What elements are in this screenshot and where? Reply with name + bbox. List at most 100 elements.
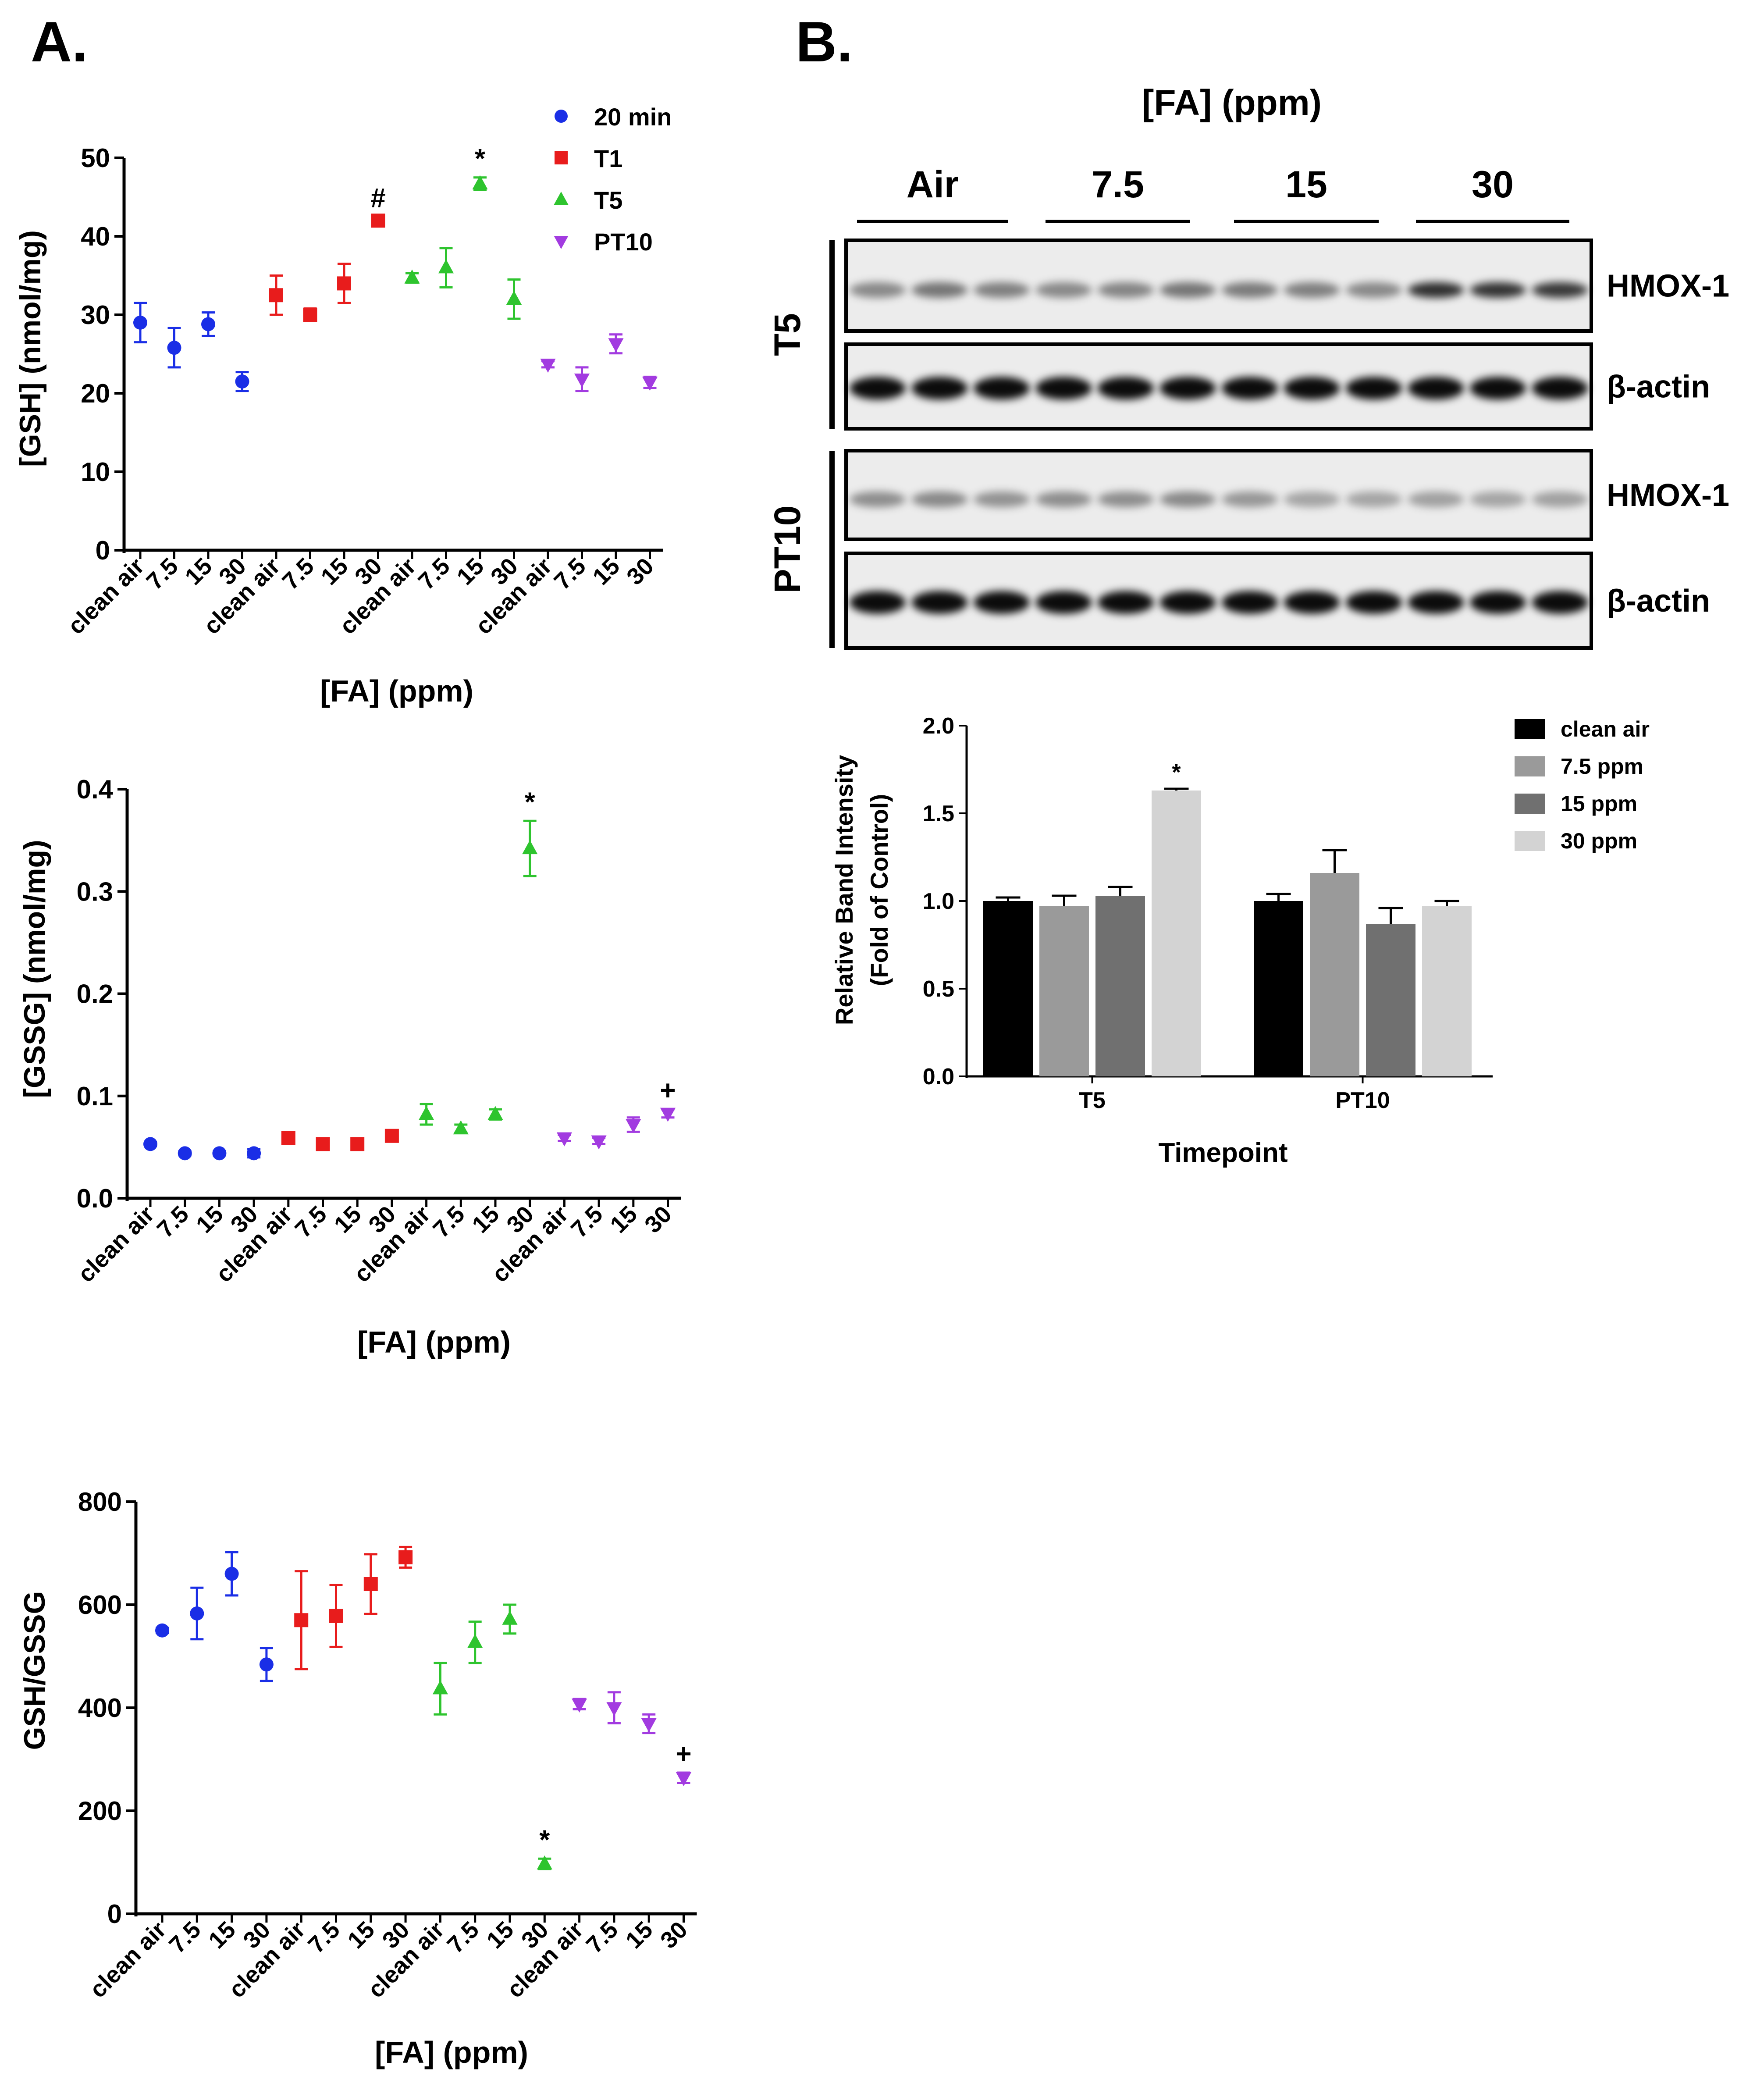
data-point xyxy=(247,1146,261,1161)
blot-band xyxy=(850,491,906,507)
data-point xyxy=(143,1137,157,1151)
bar-legend-swatch xyxy=(1515,719,1545,739)
x-tick-label: 15 xyxy=(467,1201,505,1238)
blot-strip xyxy=(844,449,1593,541)
significance-mark: * xyxy=(525,787,536,817)
bar-legend-label: 30 ppm xyxy=(1561,829,1637,853)
data-point xyxy=(502,1610,518,1625)
lane-group-label: 15 xyxy=(1285,164,1327,206)
blot-band xyxy=(1532,491,1588,507)
bar-y-axis-label-line2: (Fold of Control) xyxy=(865,794,893,986)
y-tick-label: 40 xyxy=(81,222,110,251)
x-tick-label: clean air xyxy=(85,1916,171,2003)
x-tick-label: 30 xyxy=(640,1201,677,1238)
gsh-legend: 20 min T1 T5 PT10 xyxy=(554,103,672,256)
data-point xyxy=(167,341,181,355)
data-point xyxy=(591,1135,607,1150)
data-point xyxy=(487,1106,503,1120)
data-point xyxy=(574,373,590,388)
blot-band xyxy=(1035,491,1092,507)
blot-band xyxy=(1098,282,1154,298)
blot-band xyxy=(850,282,906,298)
data-point xyxy=(316,1137,330,1151)
data-point xyxy=(212,1146,227,1161)
data-point xyxy=(294,1613,309,1627)
y-tick-label: 0.2 xyxy=(77,979,113,1009)
gsh-x-axis-label: [FA] (ppm) xyxy=(320,674,473,708)
bar-y-axis-label-line1: Relative Band Intensity xyxy=(830,755,858,1025)
blot-band xyxy=(1470,591,1526,614)
legend-label: T5 xyxy=(594,186,622,214)
ratio-y-axis-label: GSH/GSSG xyxy=(18,1591,51,1750)
blot-band xyxy=(850,591,906,614)
y-tick-label: 0.1 xyxy=(77,1082,113,1111)
timepoint-label: PT10 xyxy=(767,506,808,594)
x-tick-label: 7.5 xyxy=(566,1201,608,1243)
bar-y-tick-label: 1.0 xyxy=(923,889,954,914)
legend-marker xyxy=(555,151,568,164)
blot-band xyxy=(1470,491,1526,507)
blot-row-label: HMOX-1 xyxy=(1607,269,1729,304)
blot-band xyxy=(1222,591,1278,614)
blot-band xyxy=(1408,377,1464,400)
significance-mark: # xyxy=(370,183,385,213)
data-point xyxy=(522,840,538,855)
blot-band xyxy=(1284,282,1340,298)
data-point xyxy=(556,1132,572,1147)
bar xyxy=(1095,896,1145,1076)
legend-marker xyxy=(554,192,569,205)
data-point xyxy=(384,1129,399,1143)
blot-band xyxy=(1532,282,1588,298)
blot-band xyxy=(1470,377,1526,400)
x-tick-label: 7.5 xyxy=(549,553,591,595)
blot-band xyxy=(1532,591,1588,614)
x-tick-label: 7.5 xyxy=(141,553,183,595)
data-point xyxy=(506,291,522,305)
y-tick-label: 50 xyxy=(81,143,110,173)
lane-group-label: 7.5 xyxy=(1092,164,1144,206)
blot-band xyxy=(1159,282,1216,298)
bar xyxy=(1254,901,1303,1076)
blot-row-label: β-actin xyxy=(1607,584,1710,619)
blot-band xyxy=(1346,591,1402,614)
blot-band xyxy=(911,591,968,614)
blot-band xyxy=(1346,377,1402,400)
blot-band xyxy=(1408,591,1464,614)
data-point xyxy=(363,1577,378,1591)
legend-marker xyxy=(554,236,569,249)
x-tick-label: 15 xyxy=(588,553,625,590)
x-tick-label: 15 xyxy=(452,553,489,590)
x-tick-label: 15 xyxy=(621,1916,658,1954)
bar-category-label: PT10 xyxy=(1335,1088,1390,1113)
blot-band xyxy=(974,591,1030,614)
data-point xyxy=(608,338,624,353)
blot-band xyxy=(1284,491,1340,507)
blot-row-label: HMOX-1 xyxy=(1607,478,1729,513)
data-point xyxy=(281,1131,295,1145)
y-tick-label: 0 xyxy=(96,536,110,565)
blot-band xyxy=(1098,591,1154,614)
data-point xyxy=(190,1606,204,1620)
timepoint-label: T5 xyxy=(767,313,808,356)
blot-title: [FA] (ppm) xyxy=(1142,83,1322,123)
bar-legend-swatch xyxy=(1515,794,1545,814)
bar-legend-label: clean air xyxy=(1561,717,1650,741)
data-point xyxy=(269,288,283,303)
y-tick-label: 0 xyxy=(107,1899,122,1929)
data-point xyxy=(467,1634,483,1648)
significance-mark: + xyxy=(660,1075,676,1106)
y-tick-label: 0.0 xyxy=(77,1184,113,1213)
data-point xyxy=(404,269,420,284)
blot-strip xyxy=(844,342,1593,431)
y-tick-label: 0.4 xyxy=(77,775,114,804)
data-point xyxy=(676,1772,692,1786)
bar-x-axis-label: Timepoint xyxy=(1158,1138,1287,1168)
blot-band xyxy=(850,377,906,400)
y-tick-label: 30 xyxy=(81,300,110,330)
blot-band xyxy=(1035,591,1092,614)
x-tick-label: 7.5 xyxy=(428,1201,470,1243)
data-point xyxy=(398,1550,413,1564)
x-tick-label: 7.5 xyxy=(290,1201,332,1243)
bar xyxy=(1039,906,1089,1076)
